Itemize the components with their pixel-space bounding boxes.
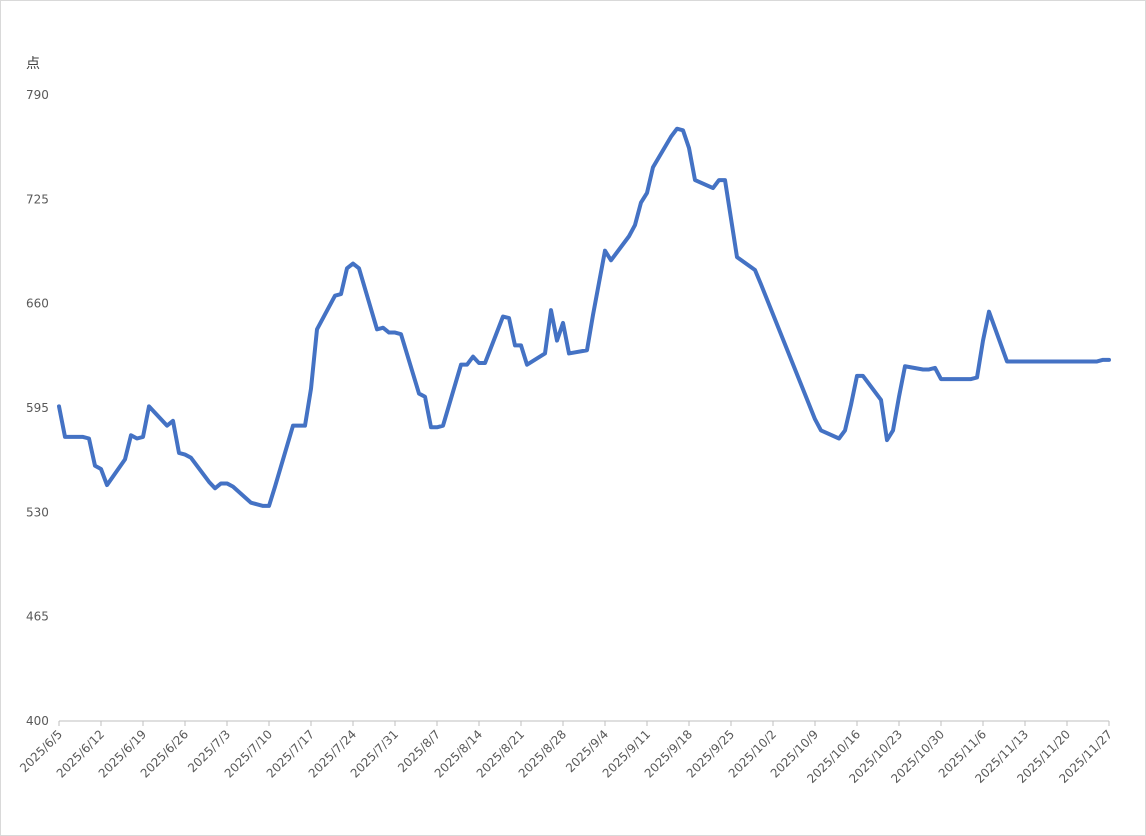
- line-series: [57, 126, 1111, 508]
- y-tick-label: 595: [26, 401, 49, 415]
- y-tick-label: 400: [26, 714, 49, 728]
- y-tick-label: 530: [26, 505, 49, 519]
- y-axis-label: 点: [26, 56, 40, 72]
- y-tick-label: 790: [26, 88, 49, 102]
- y-tick-label: 465: [26, 610, 49, 624]
- y-tick-label: 725: [26, 192, 49, 206]
- y-tick-label: 660: [26, 297, 49, 311]
